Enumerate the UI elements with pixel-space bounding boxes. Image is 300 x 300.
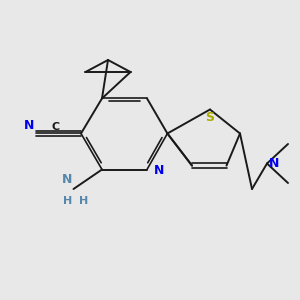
Text: N: N [268, 157, 279, 170]
Text: N: N [24, 119, 34, 132]
Text: C: C [51, 122, 60, 132]
Text: H: H [79, 196, 88, 206]
Text: S: S [206, 111, 214, 124]
Text: N: N [61, 173, 72, 186]
Text: H: H [63, 196, 72, 206]
Text: N: N [154, 164, 164, 178]
